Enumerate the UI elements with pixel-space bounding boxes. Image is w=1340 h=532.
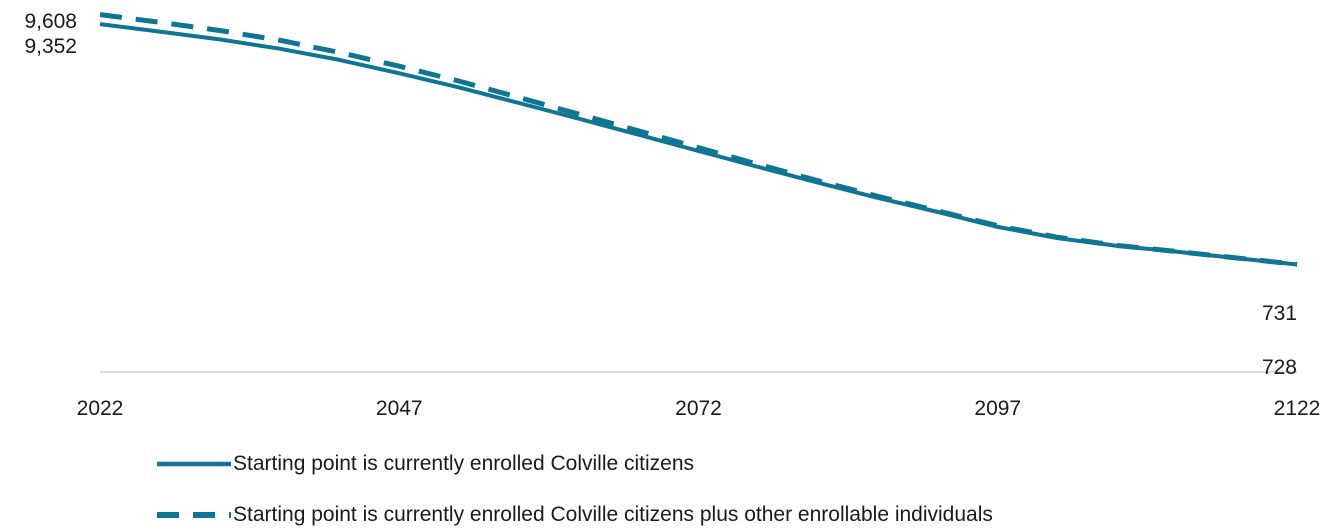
x-tick-label: 2047 (376, 397, 423, 420)
end-label-solid: 728 (1262, 356, 1297, 379)
start-label-solid: 9,352 (24, 35, 77, 58)
series-line-dashed (99, 12, 1298, 267)
x-tick-label: 2022 (77, 397, 124, 420)
legend-solid-swatch (157, 461, 231, 467)
x-tick-label: 2072 (675, 397, 722, 420)
legend-label-dashed: Starting point is currently enrolled Col… (233, 503, 993, 526)
x-tick-label: 2097 (974, 397, 1021, 420)
legend-item-dashed: Starting point is currently enrolled Col… (155, 503, 993, 527)
legend-label-solid: Starting point is currently enrolled Col… (233, 452, 695, 475)
start-label-dashed: 9,608 (24, 10, 77, 33)
legend-dashed-swatch (157, 512, 231, 518)
x-tick-label: 2122 (1274, 397, 1321, 420)
end-label-dashed: 731 (1262, 302, 1297, 325)
legend-item-solid: Starting point is currently enrolled Col… (155, 452, 694, 476)
series-line-solid (99, 22, 1298, 267)
